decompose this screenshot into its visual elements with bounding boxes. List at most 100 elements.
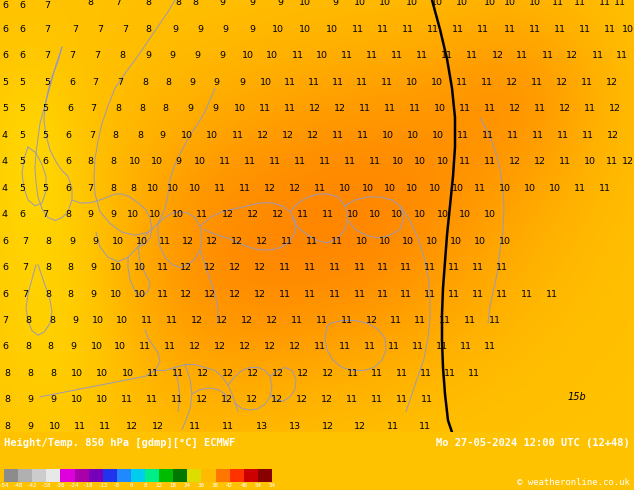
Bar [145, 469, 159, 482]
Text: 7: 7 [97, 25, 103, 34]
Text: 5: 5 [42, 184, 48, 193]
Text: 6: 6 [19, 51, 25, 60]
Text: 11: 11 [279, 263, 291, 272]
Text: 10: 10 [434, 104, 446, 113]
Text: 11: 11 [390, 316, 402, 325]
Text: 11: 11 [147, 369, 159, 378]
Text: 5: 5 [42, 131, 48, 140]
Text: 11: 11 [472, 263, 484, 272]
Text: 11: 11 [414, 316, 426, 325]
Text: 10: 10 [379, 0, 391, 7]
Text: 12: 12 [257, 131, 269, 140]
Text: 8: 8 [112, 131, 118, 140]
Text: 8: 8 [4, 369, 10, 378]
Text: 11: 11 [532, 131, 544, 140]
Text: 5: 5 [19, 78, 25, 87]
Text: 10: 10 [49, 422, 61, 431]
Text: 7: 7 [87, 184, 93, 193]
Text: 11: 11 [574, 0, 586, 7]
Text: 11: 11 [329, 263, 341, 272]
Text: 10: 10 [431, 0, 443, 7]
Text: 11: 11 [366, 51, 378, 60]
Bar [46, 469, 60, 482]
Text: 12: 12 [297, 369, 309, 378]
Text: 11: 11 [352, 25, 364, 34]
Text: 48: 48 [240, 483, 247, 488]
Text: 10: 10 [110, 263, 122, 272]
Text: 11: 11 [344, 157, 356, 166]
Text: -8: -8 [113, 483, 120, 488]
Text: 11: 11 [456, 78, 468, 87]
Text: 12: 12 [321, 395, 333, 404]
Text: 12: 12 [222, 369, 234, 378]
Text: 54: 54 [269, 483, 276, 488]
Text: 7: 7 [44, 1, 50, 10]
Text: 11: 11 [436, 343, 448, 351]
Text: 42: 42 [226, 483, 233, 488]
Text: 10: 10 [459, 210, 471, 219]
Text: 10: 10 [354, 0, 366, 7]
Text: 11: 11 [606, 157, 618, 166]
Text: 11: 11 [482, 131, 494, 140]
Text: 11: 11 [316, 316, 328, 325]
Text: 7: 7 [122, 25, 128, 34]
Text: 9: 9 [87, 210, 93, 219]
Text: 10: 10 [474, 237, 486, 245]
Text: 9: 9 [92, 237, 98, 245]
Text: 11: 11 [189, 422, 201, 431]
Text: 11: 11 [171, 395, 183, 404]
Text: 6: 6 [2, 25, 8, 34]
Text: 11: 11 [339, 343, 351, 351]
Text: 10: 10 [484, 210, 496, 219]
Text: 11: 11 [139, 343, 151, 351]
Text: 11: 11 [468, 369, 480, 378]
Text: 9: 9 [169, 51, 175, 60]
Text: 11: 11 [99, 422, 111, 431]
Text: 11: 11 [291, 316, 303, 325]
Text: 10: 10 [499, 237, 511, 245]
Text: 7: 7 [44, 25, 50, 34]
Text: 8: 8 [25, 343, 31, 351]
Text: 11: 11 [354, 263, 366, 272]
Text: 10: 10 [189, 184, 201, 193]
Text: 9: 9 [69, 237, 75, 245]
Text: 11: 11 [141, 316, 153, 325]
Text: 10: 10 [379, 237, 391, 245]
Text: 12: 12 [204, 263, 216, 272]
Text: Mo 27-05-2024 12:00 UTC (12+48): Mo 27-05-2024 12:00 UTC (12+48) [436, 438, 630, 448]
Text: 10: 10 [299, 0, 311, 7]
Text: 11: 11 [281, 237, 293, 245]
Text: 11: 11 [239, 184, 251, 193]
Text: 10: 10 [347, 210, 359, 219]
Text: 11: 11 [441, 51, 453, 60]
Bar [4, 469, 18, 482]
Text: 11: 11 [331, 237, 343, 245]
Text: 11: 11 [531, 78, 543, 87]
Text: 12: 12 [509, 157, 521, 166]
Text: 10: 10 [356, 237, 368, 245]
Text: 11: 11 [377, 25, 389, 34]
Text: 10: 10 [549, 184, 561, 193]
Text: 9: 9 [239, 78, 245, 87]
Text: 11: 11 [412, 343, 424, 351]
Text: 10: 10 [71, 369, 83, 378]
Text: 9: 9 [72, 316, 78, 325]
Text: 10: 10 [429, 184, 441, 193]
Text: 10: 10 [134, 263, 146, 272]
Text: 10: 10 [299, 25, 311, 34]
Text: 11: 11 [419, 422, 431, 431]
Text: 11: 11 [484, 157, 496, 166]
Text: 12: 12 [152, 422, 164, 431]
Text: 5: 5 [44, 78, 50, 87]
Text: 11: 11 [546, 290, 558, 298]
Text: 12: 12 [216, 316, 228, 325]
Text: 11: 11 [457, 131, 469, 140]
Text: 8: 8 [4, 422, 10, 431]
Text: -18: -18 [84, 483, 94, 488]
Text: 12: 12 [282, 131, 294, 140]
Text: 10: 10 [406, 184, 418, 193]
Text: 10: 10 [339, 184, 351, 193]
Text: 12: 12 [506, 78, 518, 87]
Text: 10: 10 [272, 25, 284, 34]
Text: 12: 12 [559, 104, 571, 113]
